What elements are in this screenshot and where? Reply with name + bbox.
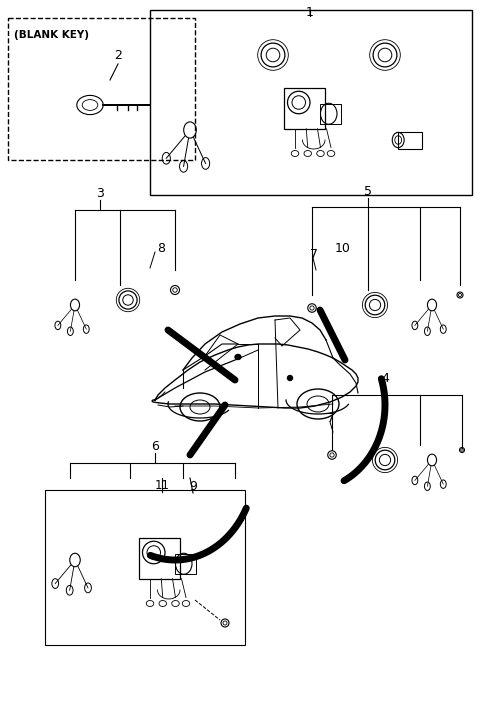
Text: 6: 6 — [151, 440, 159, 453]
Text: 7: 7 — [310, 248, 318, 261]
Ellipse shape — [288, 376, 292, 380]
Text: (BLANK KEY): (BLANK KEY) — [14, 30, 89, 40]
Bar — [284, 88, 325, 129]
Bar — [45, 490, 245, 645]
Text: 2: 2 — [114, 49, 122, 62]
Text: 8: 8 — [157, 241, 165, 254]
Text: 11: 11 — [155, 479, 169, 492]
Bar — [175, 554, 196, 574]
Ellipse shape — [235, 354, 241, 359]
Text: 7: 7 — [327, 412, 335, 425]
Bar — [320, 104, 341, 124]
Bar — [398, 132, 422, 148]
Bar — [139, 538, 180, 579]
Text: 1: 1 — [306, 6, 314, 19]
Text: 10: 10 — [335, 241, 351, 254]
Text: 4: 4 — [381, 372, 389, 385]
Text: 3: 3 — [96, 187, 104, 200]
Text: 9: 9 — [189, 480, 197, 493]
Bar — [150, 10, 472, 195]
Text: 5: 5 — [364, 185, 372, 198]
